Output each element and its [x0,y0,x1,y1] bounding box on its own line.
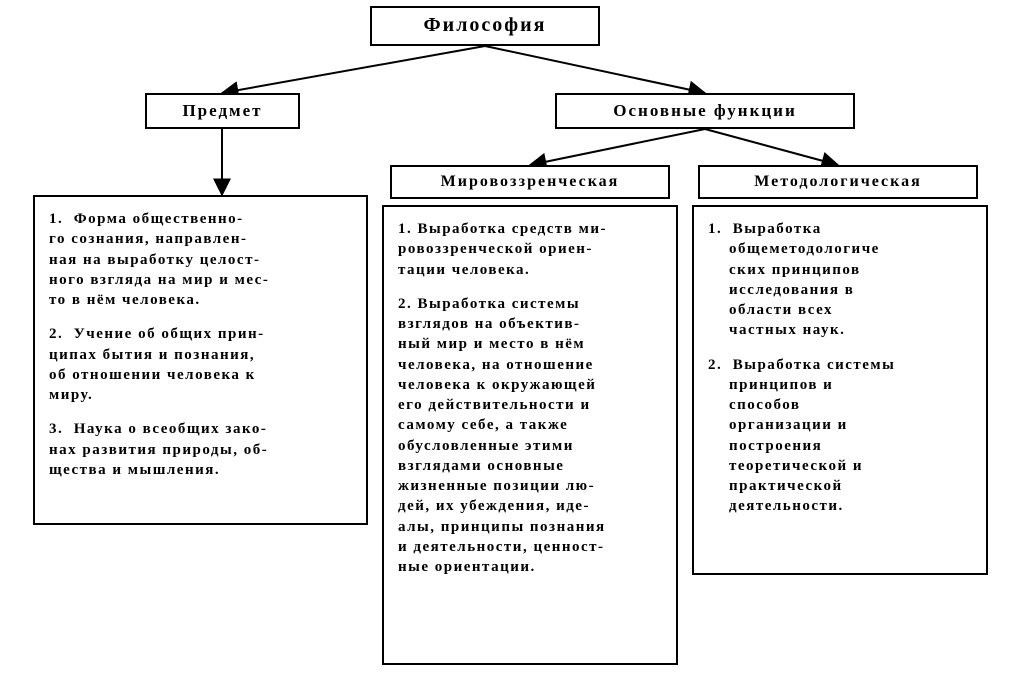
node-worldview: Мировоззренческая [390,165,670,199]
edge-functions-methodological [705,129,838,165]
node-methodological-label: Методологическая [754,173,922,190]
edge-root-subject [222,46,485,93]
subject-item-2: 2. Учение об общих прин- ципах бытия и п… [49,324,352,405]
node-functions: Основные функции [555,93,855,129]
edge-functions-worldview [530,129,705,165]
worldview-item-1: 1. Выработка средств ми- ровоззренческой… [398,219,662,280]
diagram-stage: Философия Предмет Основные функции Миров… [0,0,1013,686]
subject-item-1: 1. Форма общественно- го сознания, напра… [49,209,352,310]
node-philosophy-label: Философия [424,14,547,36]
node-subject-label: Предмет [182,101,262,120]
box-subject: 1. Форма общественно- го сознания, напра… [33,195,368,525]
worldview-item-2: 2. Выработка системы взглядов на объекти… [398,294,662,578]
methodological-item-1: 1. Выработка общеметодологиче ских принц… [708,219,972,341]
node-functions-label: Основные функции [613,101,797,120]
box-methodological: 1. Выработка общеметодологиче ских принц… [692,205,988,575]
subject-item-3: 3. Наука о всеобщих зако- нах развития п… [49,419,352,480]
node-philosophy: Философия [370,6,600,46]
node-worldview-label: Мировоззренческая [441,173,620,190]
methodological-item-2: 2. Выработка системы принципов и способо… [708,355,972,517]
node-subject: Предмет [145,93,300,129]
edge-root-functions [485,46,705,93]
box-worldview: 1. Выработка средств ми- ровоззренческой… [382,205,678,665]
node-methodological: Методологическая [698,165,978,199]
